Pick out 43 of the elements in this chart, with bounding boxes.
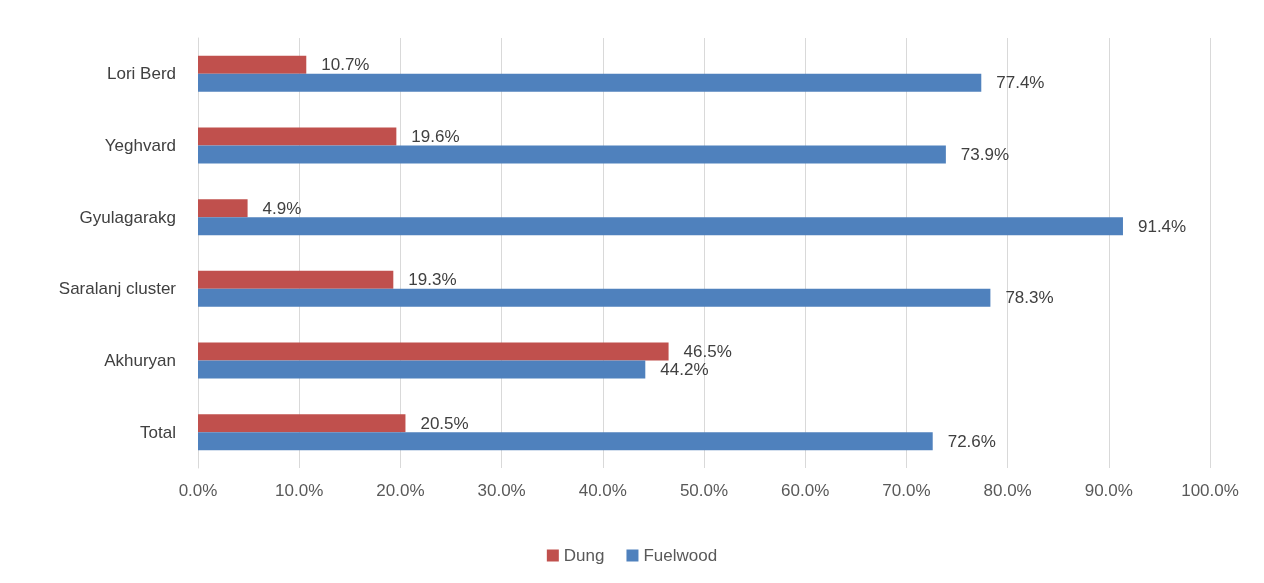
y-tick-label: Saralanj cluster xyxy=(58,279,177,299)
x-tick-label: 70.0% xyxy=(882,481,931,500)
x-tick-label: 60.0% xyxy=(781,481,830,500)
data-label: 77.4% xyxy=(996,73,1045,93)
bar xyxy=(198,270,394,289)
data-label: 46.5% xyxy=(683,342,732,361)
bar xyxy=(198,360,646,379)
data-label: 78.3% xyxy=(1005,288,1054,308)
data-label: 20.5% xyxy=(420,413,469,433)
bar xyxy=(198,342,669,361)
x-tick-label: 90.0% xyxy=(1084,481,1133,500)
data-label: 91.4% xyxy=(1137,216,1187,236)
bar xyxy=(198,199,248,218)
x-tick-label: 20.0% xyxy=(376,481,425,500)
bar xyxy=(198,73,982,92)
x-tick-label: 40.0% xyxy=(578,481,627,500)
data-label: 73.9% xyxy=(960,145,1010,164)
y-tick-label: Yeghvard xyxy=(104,136,176,155)
legend-label: Dung xyxy=(563,546,605,565)
bar xyxy=(198,145,946,164)
bar xyxy=(198,55,307,74)
y-tick-label: Akhuryan xyxy=(104,351,176,370)
x-tick-label: 10.0% xyxy=(275,481,324,500)
legend-label: Fuelwood xyxy=(643,546,718,565)
bar xyxy=(198,127,397,146)
x-tick-label: 100.0% xyxy=(1181,481,1239,500)
x-tick-label: 30.0% xyxy=(477,481,526,500)
data-label: 19.3% xyxy=(408,270,457,290)
bar xyxy=(198,414,406,433)
data-label: 44.2% xyxy=(660,360,709,379)
bar xyxy=(198,288,991,307)
data-label: 72.6% xyxy=(947,431,996,451)
bar xyxy=(198,432,933,451)
data-label: 10.7% xyxy=(321,55,370,75)
data-label: 19.6% xyxy=(411,127,460,146)
x-tick-label: 0.0% xyxy=(178,481,218,500)
x-tick-label: 80.0% xyxy=(983,481,1032,500)
x-tick-label: 50.0% xyxy=(679,481,729,500)
data-label: 4.9% xyxy=(262,198,302,218)
bar xyxy=(198,217,1123,236)
y-tick-label: Gyulagarakg xyxy=(79,207,176,227)
y-tick-label: Lori Berd xyxy=(107,64,176,84)
y-tick-label: Total xyxy=(140,422,176,442)
